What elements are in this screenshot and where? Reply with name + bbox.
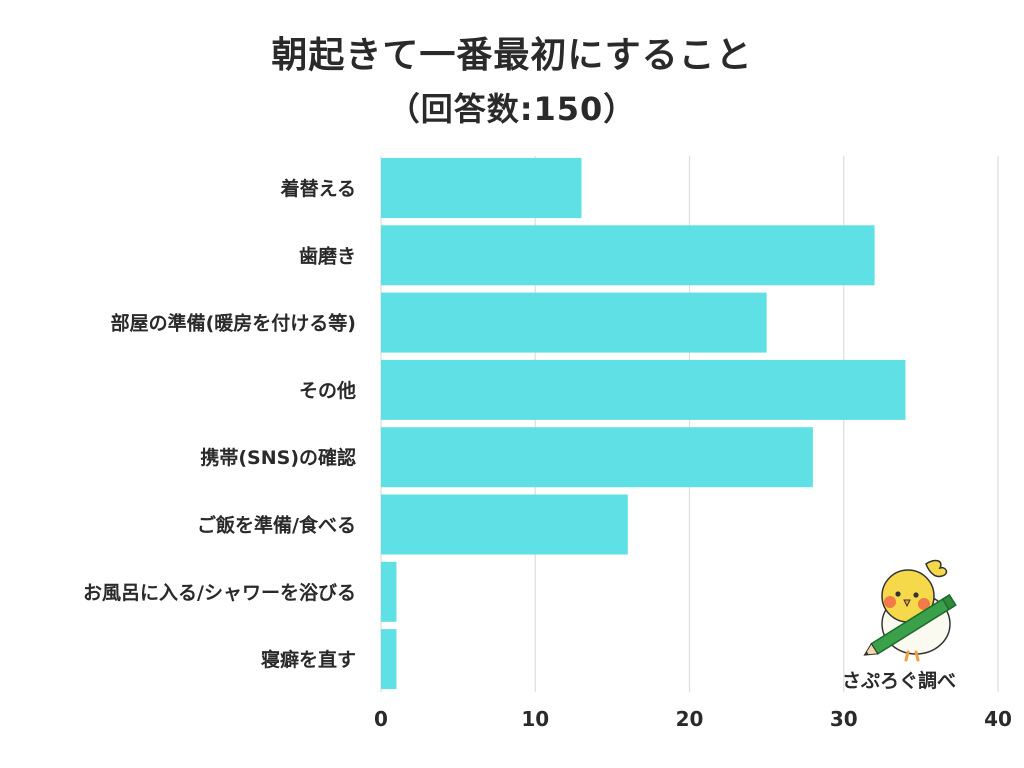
bar-3 xyxy=(381,292,767,353)
chart-subtitle: （回答数:150） xyxy=(387,90,637,128)
x-tick-label-0: 0 xyxy=(374,707,388,731)
category-label-7: お風呂に入る/シャワーを浴びる xyxy=(83,582,356,604)
bar-2 xyxy=(381,225,875,286)
x-tick-label-10: 10 xyxy=(521,707,549,731)
category-label-6: ご飯を準備/食べる xyxy=(197,514,356,537)
category-label-5: 携帯(SNS)の確認 xyxy=(200,446,356,469)
category-label-1: 着替える xyxy=(281,177,356,200)
bar-6 xyxy=(381,494,628,555)
survey-credit: さぷろぐ調べ xyxy=(842,670,957,692)
bar-1 xyxy=(381,158,582,218)
category-label-4: その他 xyxy=(299,379,356,402)
category-label-8: 寝癖を直す xyxy=(261,648,356,671)
bars xyxy=(381,158,906,690)
bar-7 xyxy=(381,561,397,622)
bar-8 xyxy=(381,629,397,690)
x-axis-ticks: 0 10 20 30 40 xyxy=(374,707,1012,731)
category-label-2: 歯磨き xyxy=(299,244,356,267)
category-label-3: 部屋の準備(暖房を付ける等) xyxy=(111,312,356,335)
bar-4 xyxy=(381,359,906,420)
x-tick-label-40: 40 xyxy=(984,707,1012,731)
chart-title: 朝起きて一番最初にすること xyxy=(271,35,753,76)
bar-5 xyxy=(381,427,813,488)
x-tick-label-30: 30 xyxy=(830,707,858,731)
bird-mascot-icon xyxy=(863,559,957,662)
x-tick-label-20: 20 xyxy=(676,707,704,731)
